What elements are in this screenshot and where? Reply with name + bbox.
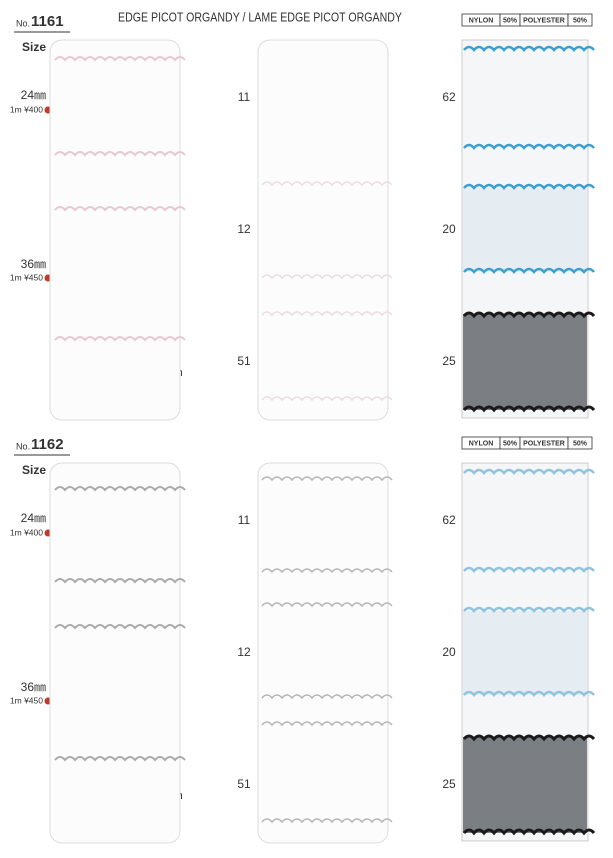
composition-text: 50% xyxy=(503,440,518,447)
picot-edge xyxy=(261,568,393,574)
ribbon-band xyxy=(463,611,587,695)
size-label: Size xyxy=(22,463,46,477)
picot-edge xyxy=(462,828,596,836)
color-code: 12 xyxy=(237,222,251,236)
picot-edge xyxy=(54,578,186,584)
picot-edge xyxy=(54,486,186,492)
picot-edge xyxy=(463,690,595,697)
color-code: 25 xyxy=(442,354,456,368)
item-number: 1161 xyxy=(31,13,64,30)
size-price: 1m ¥400 xyxy=(10,527,43,537)
picot-edge xyxy=(463,45,595,52)
picot-edge xyxy=(261,818,393,824)
picot-edge xyxy=(261,721,393,727)
picot-edge xyxy=(261,181,393,187)
composition-text: 50% xyxy=(573,440,588,447)
composition-text: 50% xyxy=(503,17,518,24)
composition-text: 50% xyxy=(573,17,588,24)
ribbon-band xyxy=(463,314,587,410)
sample-panel xyxy=(49,39,181,421)
picot-edge xyxy=(463,606,595,613)
composition-text: POLYESTER xyxy=(523,17,565,24)
color-code: 51 xyxy=(237,354,251,368)
picot-edge xyxy=(54,336,186,342)
no-prefix: No. xyxy=(16,18,30,28)
composition-cell xyxy=(567,13,593,27)
item-number: 1162 xyxy=(31,436,64,453)
picot-edge xyxy=(261,396,393,402)
composition-text: POLYESTER xyxy=(523,440,565,447)
size-width: 24㎜ xyxy=(21,88,46,102)
picot-edge xyxy=(54,56,186,62)
picot-edge xyxy=(463,267,595,274)
size-width: 24㎜ xyxy=(21,511,46,525)
size-price: 1m ¥450 xyxy=(10,695,43,705)
sample-panel xyxy=(257,462,389,844)
picot-edge xyxy=(261,602,393,608)
picot-edge xyxy=(261,694,393,700)
picot-edge xyxy=(54,206,186,212)
picot-edge xyxy=(54,756,186,762)
picot-edge xyxy=(462,734,596,742)
picot-edge xyxy=(463,468,595,475)
ribbon-band xyxy=(463,737,587,833)
composition-text: NYLON xyxy=(469,440,494,447)
size-label: Size xyxy=(22,40,46,54)
color-code: 62 xyxy=(442,513,456,527)
picot-edge xyxy=(261,274,393,280)
picot-edge xyxy=(462,311,596,319)
color-code: 25 xyxy=(442,777,456,791)
color-code: 51 xyxy=(237,777,251,791)
color-code: 11 xyxy=(238,90,251,104)
color-code: 62 xyxy=(442,90,456,104)
picot-edge xyxy=(463,566,595,573)
no-prefix: No. xyxy=(16,441,30,451)
composition-text: NYLON xyxy=(469,17,494,24)
size-width: 36㎜ xyxy=(21,680,46,694)
picot-edge xyxy=(463,183,595,190)
size-price: 1m ¥450 xyxy=(10,272,43,282)
picot-edge xyxy=(54,151,186,157)
color-code: 12 xyxy=(237,645,251,659)
picot-edge xyxy=(54,624,186,630)
color-code: 20 xyxy=(442,222,456,236)
color-code: 20 xyxy=(442,645,456,659)
size-price: 1m ¥400 xyxy=(10,104,43,114)
sample-panel xyxy=(257,39,389,421)
picot-edge xyxy=(261,476,393,482)
size-width: 36㎜ xyxy=(21,257,46,271)
page-title: EDGE PICOT ORGANDY / LAME EDGE PICOT ORG… xyxy=(118,9,402,24)
picot-edge xyxy=(261,311,393,317)
picot-edge xyxy=(462,405,596,413)
sample-panel xyxy=(49,462,181,844)
composition-cell xyxy=(567,436,593,450)
color-code: 11 xyxy=(238,513,251,527)
ribbon-band xyxy=(463,188,587,272)
picot-edge xyxy=(463,143,595,150)
